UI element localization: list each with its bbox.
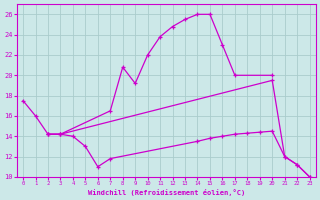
X-axis label: Windchill (Refroidissement éolien,°C): Windchill (Refroidissement éolien,°C) xyxy=(88,189,245,196)
